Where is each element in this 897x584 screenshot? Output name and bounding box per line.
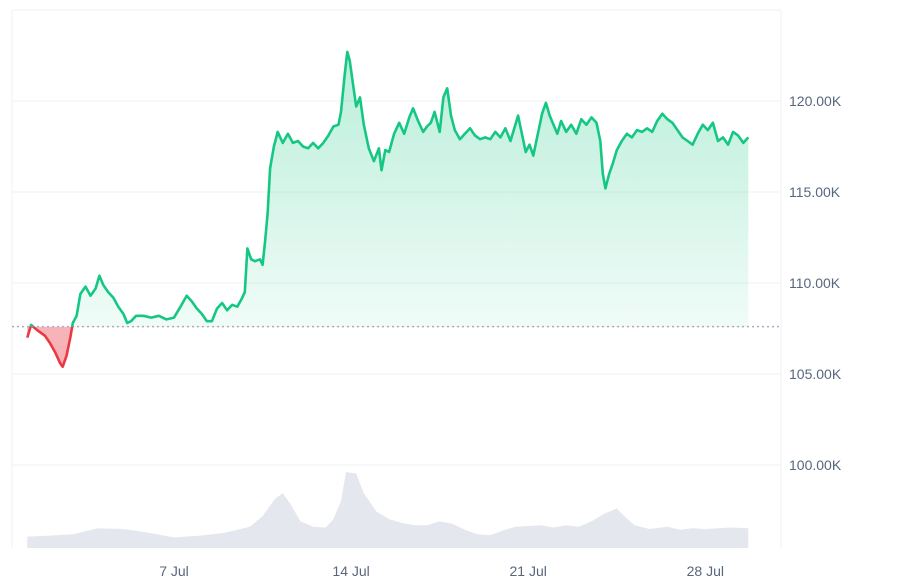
y-tick-label: 115.00K	[789, 184, 841, 200]
y-tick-label: 110.00K	[789, 275, 841, 291]
x-tick-label: 28 Jul	[687, 563, 724, 579]
x-tick-label: 21 Jul	[510, 563, 547, 579]
y-tick-label: 105.00K	[789, 366, 842, 382]
price-line-up	[29, 50, 750, 327]
price-line-layer	[26, 50, 750, 368]
y-axis: 100.00K 105.00K 110.00K 115.00K 120.00K	[789, 93, 842, 473]
y-tick-label: 120.00K	[789, 93, 842, 109]
volume-area-layer	[27, 472, 749, 548]
y-tick-label: 100.00K	[789, 457, 842, 473]
volume-area	[27, 472, 749, 548]
x-axis: 7 Jul 14 Jul 21 Jul 28 Jul	[159, 563, 724, 579]
x-tick-label: 7 Jul	[159, 563, 189, 579]
x-tick-label: 14 Jul	[332, 563, 369, 579]
price-fill-layer	[27, 51, 749, 367]
price-fill-up	[30, 51, 749, 327]
